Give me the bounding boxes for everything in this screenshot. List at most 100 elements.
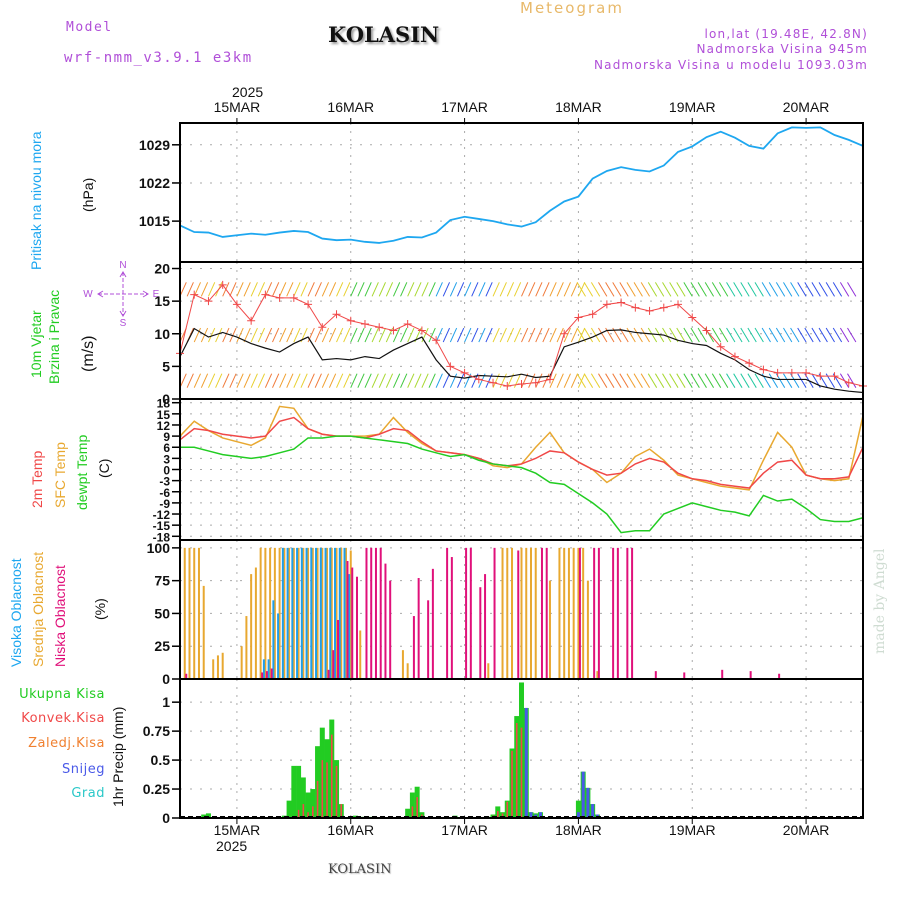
wind-barb <box>343 282 351 297</box>
ytick-label: 0 <box>162 391 170 407</box>
conv-precip-bar <box>411 806 414 818</box>
low-cloud-bar <box>185 673 188 678</box>
high-cloud-bar <box>338 547 341 678</box>
total-precip-bar <box>291 765 297 818</box>
high-cloud-bar <box>267 659 270 678</box>
wind-barb <box>761 327 771 343</box>
wind-barb <box>576 373 586 388</box>
wind-barb <box>428 373 436 388</box>
low-cloud-bar <box>778 673 781 678</box>
mid-cloud-bar <box>548 580 551 678</box>
legend-snow: Snijeg <box>62 762 105 777</box>
wind-barb <box>506 327 515 343</box>
wind-barb <box>754 327 764 343</box>
wind-barb <box>471 327 479 343</box>
wind-gust-marker <box>232 300 241 309</box>
legend-frz-precip: Zaledj.Kisa <box>28 736 105 751</box>
high-cloud-bar <box>310 547 313 678</box>
wind-barb <box>400 373 408 388</box>
mid-cloud-bar <box>501 547 504 678</box>
wind-barb <box>818 282 828 297</box>
high-cloud-bar <box>348 574 351 678</box>
low-cloud-bar <box>332 650 335 678</box>
wind-barb <box>215 373 223 388</box>
wind-barb <box>740 327 750 343</box>
ytick-label: -12 <box>153 508 171 522</box>
wind-gust-marker <box>560 329 569 338</box>
wind-gust-marker <box>716 342 725 351</box>
mid-cloud-bar <box>349 550 352 678</box>
high-cloud-bar <box>281 547 284 678</box>
ytick-label: 18 <box>157 397 171 411</box>
wind-barb <box>371 327 379 343</box>
low-cloud-bar <box>484 574 487 678</box>
low-cloud-bar <box>370 547 373 678</box>
wind-barb <box>279 373 287 388</box>
wind-barb <box>797 282 807 297</box>
wind-barb <box>321 282 330 297</box>
bottom-date-label: 16MAR <box>327 822 375 838</box>
wind-barb <box>726 373 736 388</box>
high-cloud-bar <box>305 547 308 678</box>
wind-gust-marker <box>446 362 455 371</box>
low-cloud-bar <box>389 580 392 678</box>
wind-barb <box>286 327 294 343</box>
mid-cloud-bar <box>406 663 409 678</box>
wind-barb <box>336 282 344 297</box>
wind-barb <box>321 327 330 343</box>
ytick-label: -15 <box>153 519 171 533</box>
model-label: Model <box>66 20 113 35</box>
mid-cloud-bar <box>183 547 186 678</box>
wind-barb <box>662 327 672 343</box>
wind-barb <box>535 327 543 343</box>
wind-barb <box>583 282 594 297</box>
wind-barb <box>647 282 658 297</box>
mid-cloud-bar <box>567 547 570 678</box>
mid-cloud-bar <box>558 547 561 678</box>
snow-bar <box>586 787 590 818</box>
wind-barb <box>250 282 258 297</box>
wind-gust-marker <box>517 379 526 388</box>
ytick-label: 0 <box>162 671 170 687</box>
bottom-date-label: 15MAR <box>213 822 261 838</box>
wind-barb <box>654 282 665 297</box>
total-precip-bar <box>310 789 316 818</box>
wind-barb <box>740 373 750 388</box>
low-cloud-bar <box>465 547 468 678</box>
wind-barb <box>718 282 729 297</box>
mid-cloud-bar <box>321 547 324 678</box>
mid-cloud-bar <box>335 547 338 678</box>
panel-frame <box>179 122 864 263</box>
wind-barb <box>733 282 743 297</box>
wind-barb <box>272 373 280 388</box>
wind-barb <box>499 327 507 343</box>
wind-barb <box>521 282 529 297</box>
wind-barb <box>229 282 237 297</box>
wind-barb <box>676 373 686 388</box>
wind-gust-marker <box>432 336 441 345</box>
top-date-label: 15MAR <box>213 99 261 115</box>
total-precip-bar <box>201 814 207 818</box>
wind-barb <box>783 373 793 388</box>
top-date-label: 17MAR <box>441 99 488 115</box>
wind-barb <box>528 373 536 388</box>
low-cloud-bar <box>540 547 543 678</box>
wind-barb <box>186 373 194 388</box>
wind-gust-marker <box>617 298 626 307</box>
mid-cloud-bar <box>534 547 537 678</box>
wind-barb <box>250 327 258 343</box>
ytick-label: 3 <box>163 452 170 466</box>
mid-cloud-bar <box>212 659 215 678</box>
wind-barb <box>364 282 372 297</box>
compass-rose: N S W E <box>83 260 159 328</box>
sfctemp-line <box>179 405 864 491</box>
wind-barb <box>790 327 800 343</box>
wind-barb <box>832 282 843 297</box>
ytick-label: 0 <box>163 464 170 478</box>
wind-barb <box>200 373 209 388</box>
wind-gust-marker <box>489 378 498 387</box>
wind-barb <box>435 282 443 297</box>
wind-barb <box>797 373 807 388</box>
wind-barb <box>236 282 244 297</box>
conv-precip-bar <box>515 723 518 818</box>
